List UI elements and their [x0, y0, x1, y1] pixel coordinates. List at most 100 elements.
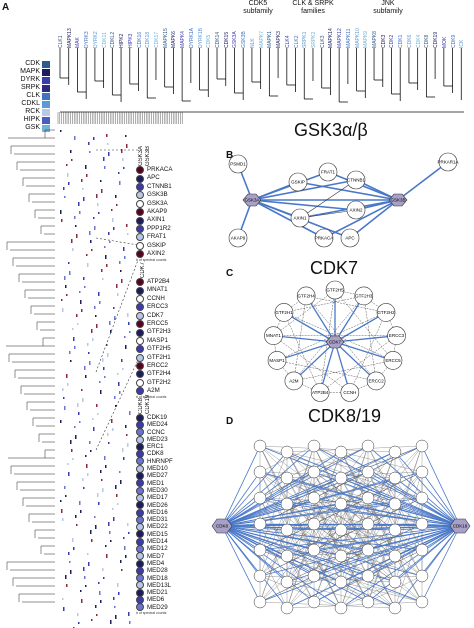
network-d-node — [307, 595, 321, 609]
network-b-node: PRKACA — [314, 228, 334, 248]
heatmap-cell — [103, 577, 105, 579]
family-swatch — [42, 116, 50, 124]
heatmap-cell — [127, 443, 129, 447]
svg-text:CCNH: CCNH — [343, 390, 356, 395]
protein-label: CCNC — [147, 428, 165, 436]
heatmap-cell — [107, 143, 109, 145]
heatmap-cell — [92, 418, 94, 420]
family-legend-item: DYRK — [6, 76, 50, 84]
network-d-title: CDK8/19 — [308, 406, 382, 426]
network-d-node — [388, 497, 402, 511]
heatmap-cell — [129, 411, 131, 415]
network-c-node: GTF2H2 — [376, 303, 396, 322]
heatmap-cell — [95, 525, 97, 529]
heatmap-cell — [82, 478, 84, 481]
heatmap-cell — [94, 306, 96, 309]
kinase-label: CDK11 — [101, 32, 108, 48]
network-d-node — [415, 439, 429, 453]
network-d-node — [361, 491, 375, 505]
network-d-node — [334, 523, 348, 537]
network-d-node — [388, 549, 402, 563]
network-d-edge-minor — [286, 575, 423, 583]
protein-label: GSK3B — [147, 191, 168, 199]
kinase-label: CDK19 — [433, 31, 440, 48]
network-c: GTF2H5 GTF2H3 GTF2H2 ERCC3 ERCC5 ERCC2 CCNH ATP… — [264, 280, 406, 402]
heatmap-cell — [72, 538, 74, 542]
count-dot — [136, 378, 144, 387]
network-d-edge — [421, 445, 461, 527]
network-c-edge-minor — [320, 335, 397, 393]
network-d-edge-minor — [286, 503, 369, 525]
network-d-edge-minor — [340, 477, 423, 499]
network-b-node: PRKAR1A — [437, 152, 459, 172]
network-d-edge — [286, 525, 461, 609]
network-b-edge — [251, 199, 325, 239]
kinase-label: DYRK3 — [84, 31, 91, 48]
network-d-edge-minor — [259, 575, 315, 603]
network-d-edge — [221, 471, 261, 527]
zoom-cdk7-rows: ATP2B4 MNAT1 CCNH ERCC3 CDK7 ERCC5 GTF2H3 MASP1… — [136, 278, 206, 396]
protein-label: HNRNPF — [147, 457, 173, 465]
zoom-row: MED16 — [136, 508, 206, 517]
network-d-edge-minor — [259, 471, 342, 505]
protein-label: ERC1 — [147, 443, 164, 451]
heatmap-cell — [81, 389, 83, 391]
heatmap-cell — [112, 428, 114, 431]
protein-label: GTF2H5 — [147, 345, 171, 353]
svg-text:PRKACA: PRKACA — [315, 236, 334, 241]
network-d-edge — [221, 451, 396, 527]
zoom-row: AKAP9 — [136, 208, 206, 217]
zoom-row: GTF2H1 — [136, 354, 206, 362]
heatmap-cell — [128, 612, 130, 616]
protein-label: GSKIP — [147, 241, 166, 249]
network-d-edge-minor — [259, 549, 288, 609]
heatmap-cell — [95, 605, 97, 608]
network-c-edge-minor — [273, 335, 350, 393]
network-d-edge — [221, 451, 342, 527]
heatmap-cell — [116, 494, 118, 497]
heatmap-cell — [125, 555, 127, 558]
kinase-label: CDK8 — [424, 34, 431, 48]
subfamily-jnk: JNK subfamily — [373, 0, 403, 15]
family-swatch — [42, 124, 50, 132]
network-d-node — [388, 523, 402, 537]
count-dot — [136, 278, 144, 287]
network-d-edge-minor — [367, 445, 396, 505]
heatmap-cell — [117, 583, 119, 587]
heatmap-cell — [66, 164, 68, 166]
heatmap-cell — [64, 406, 66, 410]
protein-label: APC — [147, 174, 160, 182]
heatmap-cell — [118, 382, 120, 386]
heatmap-cell — [63, 397, 65, 399]
network-d-node — [280, 445, 294, 459]
network-d-edge — [421, 525, 461, 603]
panel-c-label: C — [226, 268, 234, 279]
heatmap-cell — [60, 420, 62, 423]
heatmap-cell — [105, 465, 107, 468]
heatmap-cell — [89, 361, 91, 365]
network-d-edge — [394, 525, 461, 609]
network-d-edge — [421, 471, 461, 527]
heatmap-cell — [84, 576, 86, 579]
heatmap-cell — [75, 435, 77, 439]
count-dot — [136, 336, 144, 345]
count-dot — [136, 199, 144, 208]
protein-label: CDK7 — [147, 311, 164, 319]
heatmap-cell — [96, 614, 98, 616]
network-d-node — [253, 543, 267, 557]
family-legend-item: CDKL — [6, 100, 50, 108]
svg-text:GTF2H1: GTF2H1 — [275, 310, 293, 315]
svg-text:GSKIP: GSKIP — [291, 180, 305, 185]
network-d-edge-minor — [394, 523, 423, 609]
family-swatch — [42, 76, 50, 84]
network-d-edge-minor — [259, 503, 288, 577]
network-d-edge — [221, 525, 396, 609]
heatmap-cell — [73, 547, 75, 550]
heatmap-cell — [97, 493, 99, 497]
network-c-edge — [273, 335, 336, 343]
heatmap-cell — [118, 172, 120, 174]
network-d-node — [361, 595, 375, 609]
zoom-row: CCNH — [136, 295, 206, 303]
heatmap-cell — [117, 503, 119, 505]
heatmap-cell — [68, 472, 70, 476]
